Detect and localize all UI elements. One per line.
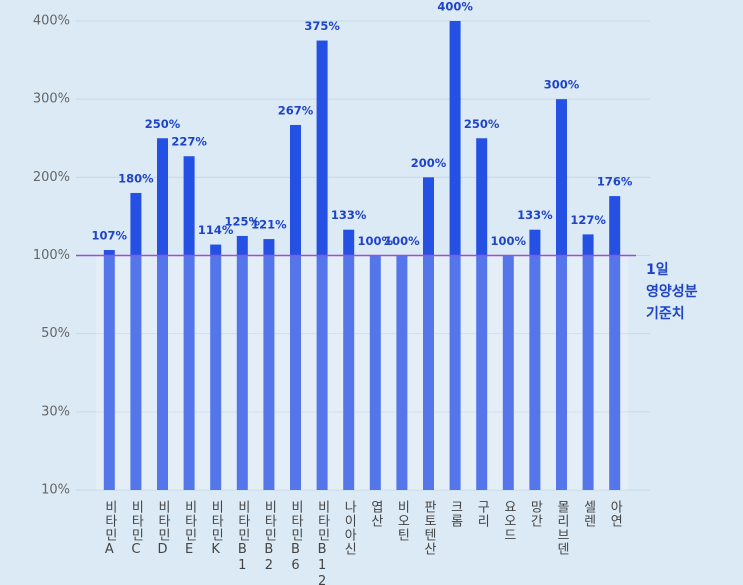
y-tick-label: 400%: [33, 14, 70, 29]
value-label: 227%: [171, 135, 207, 149]
value-label: 250%: [145, 117, 181, 131]
bar: [210, 244, 222, 490]
x-tick-label: 비오틴: [394, 500, 409, 542]
x-tick-label: 비타민B2: [261, 500, 276, 574]
x-tick-label: 셀렌: [581, 500, 596, 528]
y-tick-label: 200%: [33, 170, 70, 185]
x-tick-label: 나이아신: [341, 500, 356, 556]
value-label: 180%: [118, 171, 154, 185]
bar: [157, 138, 168, 490]
y-tick-label: 30%: [41, 404, 70, 419]
value-label: 300%: [544, 78, 580, 92]
value-label: 100%: [491, 234, 527, 248]
value-label: 375%: [304, 19, 340, 33]
bar: [396, 255, 408, 490]
bar: [476, 138, 488, 490]
y-tick-label: 300%: [33, 92, 70, 107]
x-tick-label: 비타민C: [128, 500, 143, 558]
y-tick-label: 50%: [41, 326, 70, 341]
value-label: 100%: [384, 234, 420, 248]
y-tick-label: 10%: [41, 483, 70, 498]
bar: [183, 156, 195, 490]
x-tick-label: 비타민B6: [288, 500, 303, 574]
bar: [263, 239, 275, 490]
annotation: 기준치: [646, 306, 685, 322]
bar: [529, 229, 541, 490]
value-label: 125%: [225, 214, 261, 228]
value-label: 133%: [517, 208, 553, 222]
bar: [582, 234, 594, 490]
value-label: 200%: [411, 156, 447, 170]
bar: [343, 229, 355, 490]
x-tick-label: 비타민B1: [235, 500, 250, 574]
annotation: 영양성분: [646, 283, 698, 300]
bar: [609, 196, 621, 491]
x-tick-label: 요오드: [501, 500, 516, 542]
bar: [103, 250, 115, 490]
value-label: 400%: [437, 0, 473, 14]
x-tick-label: 몰리브덴: [554, 500, 569, 556]
x-tick-label: 망간: [527, 500, 542, 528]
bar: [290, 124, 301, 490]
value-label: 107%: [92, 229, 128, 243]
bar-fade: [96, 255, 628, 490]
x-tick-label: 비타민E: [182, 500, 197, 558]
bar: [130, 192, 142, 490]
x-tick-label: 엽산: [368, 500, 383, 528]
x-tick-label: 크롬: [448, 500, 463, 528]
value-label: 127%: [570, 213, 606, 227]
x-tick-label: 판토텐산: [421, 500, 436, 556]
value-label: 133%: [331, 208, 367, 222]
value-label: 267%: [278, 103, 314, 117]
y-tick-label: 100%: [33, 248, 70, 263]
bar: [236, 235, 248, 490]
x-tick-label: 아연: [607, 500, 622, 528]
bar: [502, 255, 514, 490]
bar: [423, 177, 434, 491]
value-label: 121%: [251, 218, 287, 232]
value-label: 176%: [597, 175, 633, 189]
x-tick-label: 비타민D: [155, 500, 170, 558]
value-label: 114%: [198, 223, 234, 237]
bar: [316, 40, 328, 491]
x-tick-label: 비타민A: [102, 500, 117, 558]
value-label: 100%: [358, 234, 394, 248]
value-label: 250%: [464, 117, 500, 131]
annotation: 1일: [646, 262, 669, 278]
x-tick-label: 비타민K: [208, 500, 223, 558]
x-tick-label: 비타민B12: [315, 500, 330, 585]
x-tick-label: 구리: [474, 500, 489, 528]
bar: [369, 255, 381, 490]
bar: [556, 99, 567, 491]
